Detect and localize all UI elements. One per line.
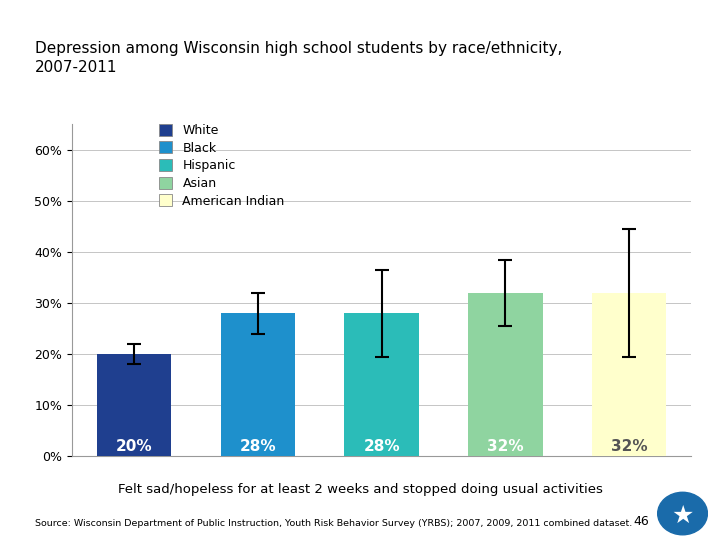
- Text: ★: ★: [671, 504, 694, 528]
- Text: Depression among Wisconsin high school students by race/ethnicity,
2007-2011: Depression among Wisconsin high school s…: [35, 40, 562, 75]
- Text: MENTAL HEALTH: MENTAL HEALTH: [9, 11, 130, 24]
- Circle shape: [657, 492, 708, 535]
- Legend: White, Black, Hispanic, Asian, American Indian: White, Black, Hispanic, Asian, American …: [158, 124, 284, 207]
- Text: Source: Wisconsin Department of Public Instruction, Youth Risk Behavior Survey (: Source: Wisconsin Department of Public I…: [35, 519, 632, 528]
- Text: 32%: 32%: [487, 439, 523, 454]
- Bar: [220, 313, 295, 456]
- Bar: [344, 313, 419, 456]
- Bar: [468, 293, 543, 456]
- Text: 32%: 32%: [611, 439, 647, 454]
- Text: Mental health among youth: Mental health among youth: [505, 11, 711, 24]
- Text: Felt sad/hopeless for at least 2 weeks and stopped doing usual activities: Felt sad/hopeless for at least 2 weeks a…: [117, 483, 603, 496]
- Text: 20%: 20%: [116, 439, 152, 454]
- Text: 28%: 28%: [240, 439, 276, 454]
- Text: 46: 46: [634, 515, 649, 528]
- Bar: [592, 293, 667, 456]
- Bar: [96, 354, 171, 456]
- Text: 28%: 28%: [364, 439, 400, 454]
